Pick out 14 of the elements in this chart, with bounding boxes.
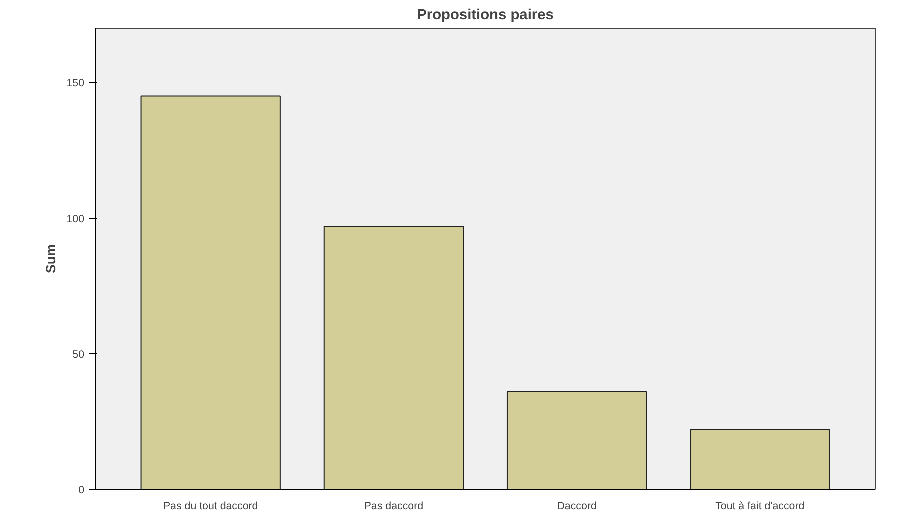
x-tick-label: Daccord [557,500,597,512]
y-axis-title: Sum [44,244,59,274]
bar [324,226,464,490]
y-tick-label: 0 [78,484,85,496]
y-tick-label: 100 [66,213,85,226]
chart-title: Propositions paires [417,8,554,24]
x-tick-label: Pas daccord [364,500,424,512]
bar [690,429,830,490]
x-tick-label: Tout à fait d'accord [716,500,805,512]
bar [140,96,281,490]
bar [506,391,648,490]
x-tick-label: Pas du tout daccord [163,500,258,512]
y-tick-label: 50 [72,348,85,361]
y-tick-label: 150 [66,78,85,90]
